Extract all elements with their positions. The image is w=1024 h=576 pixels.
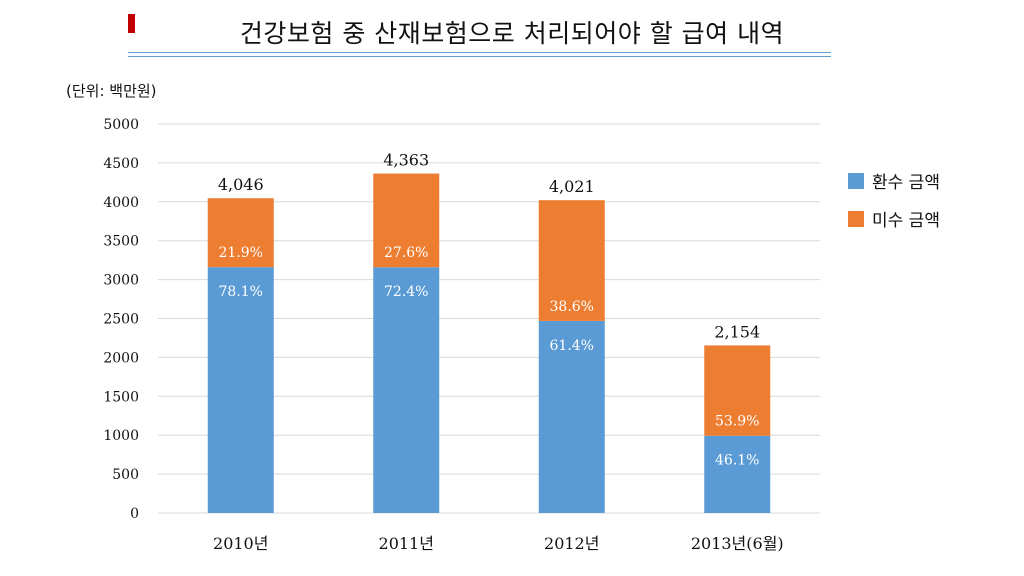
x-category-label: 2012년 bbox=[544, 534, 599, 553]
title-underline-bottom bbox=[128, 56, 831, 57]
bar-total-label: 4,046 bbox=[218, 175, 264, 194]
bar-refund bbox=[538, 320, 605, 513]
data-label-refund: 78.1% bbox=[219, 284, 263, 300]
data-label-refund: 46.1% bbox=[715, 453, 759, 469]
x-category-label: 2010년 bbox=[213, 534, 268, 553]
x-category-label: 2013년(6월) bbox=[691, 534, 784, 553]
y-tick-label: 5000 bbox=[103, 117, 139, 133]
bar-refund bbox=[207, 267, 274, 513]
legend-item-unpaid: 미수 금액 bbox=[848, 206, 940, 231]
y-tick-label: 3000 bbox=[103, 273, 139, 289]
legend-item-refund: 환수 금액 bbox=[848, 168, 940, 193]
title-accent-mark bbox=[128, 14, 135, 33]
bar-unpaid bbox=[704, 345, 771, 436]
x-category-label: 2011년 bbox=[379, 534, 434, 553]
bar-unpaid bbox=[373, 173, 440, 268]
y-tick-label: 4500 bbox=[103, 156, 139, 172]
title-underline-top bbox=[128, 52, 831, 53]
y-tick-label: 2000 bbox=[103, 350, 139, 366]
legend-swatch-unpaid bbox=[848, 210, 864, 227]
unit-label: (단위: 백만원) bbox=[66, 82, 157, 100]
data-label-unpaid: 27.6% bbox=[384, 245, 428, 261]
legend-label-refund: 환수 금액 bbox=[872, 173, 940, 193]
y-tick-label: 4000 bbox=[103, 195, 139, 211]
bar-total-label: 2,154 bbox=[714, 322, 760, 341]
data-label-refund: 61.4% bbox=[550, 338, 594, 354]
data-label-unpaid: 38.6% bbox=[550, 299, 594, 315]
data-label-refund: 72.4% bbox=[384, 284, 428, 300]
y-tick-label: 3500 bbox=[103, 234, 139, 250]
y-tick-label: 0 bbox=[130, 506, 139, 522]
legend-swatch-refund bbox=[848, 172, 864, 189]
bar-total-label: 4,021 bbox=[549, 177, 595, 196]
y-tick-label: 500 bbox=[112, 467, 139, 483]
y-tick-label: 2500 bbox=[103, 312, 139, 328]
bar-total-label: 4,363 bbox=[383, 151, 429, 170]
data-label-unpaid: 21.9% bbox=[219, 245, 263, 261]
bar-unpaid bbox=[207, 198, 274, 268]
data-label-unpaid: 53.9% bbox=[715, 414, 759, 430]
y-tick-label: 1000 bbox=[103, 428, 139, 444]
y-tick-label: 1500 bbox=[103, 389, 139, 405]
bar-unpaid bbox=[538, 200, 605, 321]
page-title: 건강보험 중 산재보험으로 처리되어야 할 급여 내역 bbox=[239, 19, 785, 48]
bar-refund bbox=[373, 267, 440, 513]
bar-refund bbox=[704, 435, 771, 513]
legend-label-unpaid: 미수 금액 bbox=[872, 211, 940, 231]
